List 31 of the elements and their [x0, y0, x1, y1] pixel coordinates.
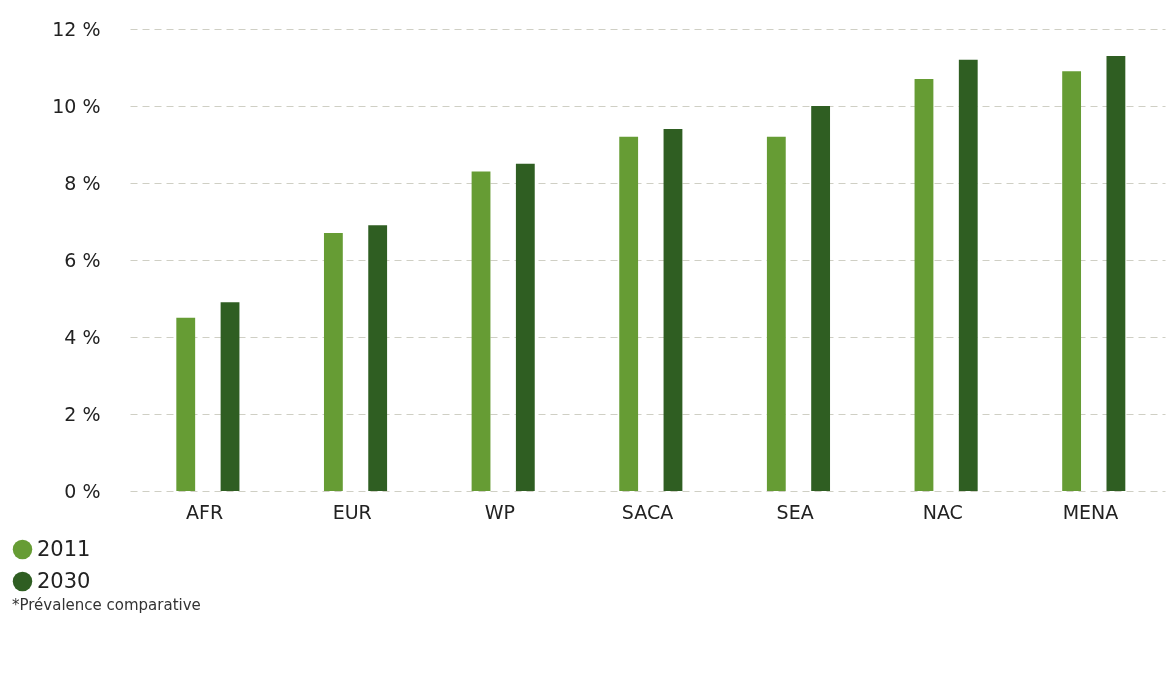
legend-label: 2030 [37, 568, 91, 593]
bar [663, 129, 683, 491]
bar [619, 136, 639, 491]
y-tick-label: 4 % [64, 325, 101, 348]
y-tick-label: 12 % [52, 17, 101, 40]
bar [1106, 55, 1126, 491]
y-tick-label: 0 % [64, 479, 101, 502]
bar [323, 233, 343, 491]
x-tick-label: SEA [776, 500, 814, 523]
y-tick-label: 6 % [64, 248, 101, 271]
x-tick-label: EUR [332, 500, 372, 523]
bar [811, 106, 831, 491]
x-tick-label: WP [484, 500, 515, 523]
bar [766, 136, 786, 491]
bar [914, 79, 934, 491]
bar [176, 317, 196, 491]
bar [368, 225, 388, 491]
x-tick-label: AFR [185, 500, 224, 523]
y-tick-label: 10 % [52, 94, 101, 117]
y-tick-label: 2 % [64, 402, 101, 425]
bar [471, 171, 491, 491]
x-tick-label: SACA [621, 500, 674, 523]
y-tick-label: 8 % [64, 171, 101, 194]
x-tick-label: MENA [1062, 500, 1119, 523]
bar [515, 163, 535, 491]
x-tick-label: NAC [922, 500, 963, 523]
bar [958, 59, 978, 491]
text: *Prévalence comparative [12, 596, 201, 614]
bar [1062, 71, 1082, 491]
legend-label: 2011 [37, 536, 91, 561]
bar [220, 302, 240, 491]
